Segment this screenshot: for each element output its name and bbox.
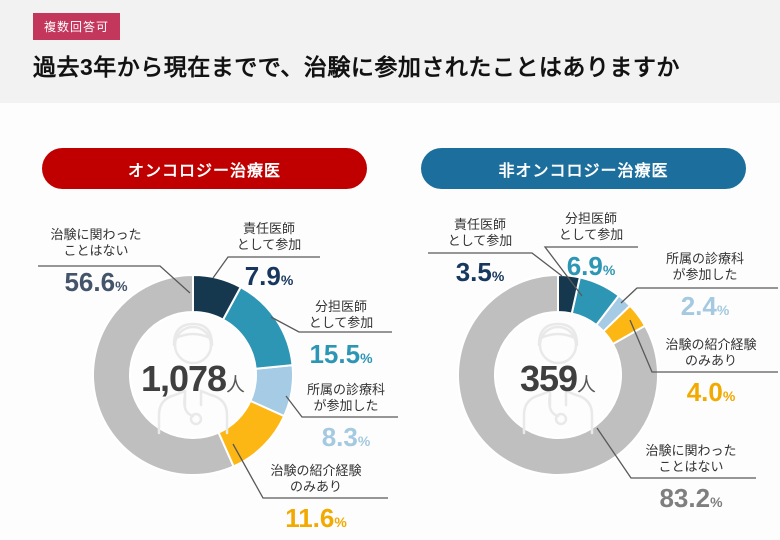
donut-segment <box>601 304 647 346</box>
segment-percentage: 7.9% <box>244 261 294 291</box>
segment-label-text: 治験の紹介経験 のみあり <box>270 463 362 494</box>
segment-percentage: 4.0% <box>686 377 736 407</box>
segment-label-sub-investigator: 分担医師 として参加 15.5% <box>287 299 395 371</box>
segment-label-text: 分担医師 として参加 <box>308 299 374 330</box>
segment-percentage: 8.3% <box>321 422 371 452</box>
segment-percentage: 15.5% <box>309 339 373 369</box>
segment-label-principal-investigator: 責任医師 として参加 3.5% <box>426 217 534 289</box>
segment-label-sub-investigator: 分担医師 として参加 6.9% <box>540 211 642 283</box>
doctor-icon <box>157 322 229 435</box>
segment-label-text: 治験の紹介経験 のみあり <box>665 337 757 368</box>
segment-percentage: 83.2% <box>659 483 723 513</box>
segment-label-text: 所属の診療科 が参加した <box>665 251 744 282</box>
segment-percentage: 56.6% <box>64 267 128 297</box>
total-unit: 人 <box>226 375 246 396</box>
donut-segment <box>249 364 294 418</box>
doctor-icon <box>522 322 594 435</box>
header-band <box>0 0 780 103</box>
segment-label-text: 責任医師 として参加 <box>447 217 513 248</box>
total-value: 1,078 <box>140 358 227 399</box>
segment-label-no-involvement: 治験に関わった ことはない 56.6% <box>28 227 164 299</box>
multiple-answers-badge: 複数回答可 <box>33 13 121 40</box>
total-value: 359 <box>519 358 578 399</box>
group-header-non-oncology: 非オンコロジー治療医 <box>421 148 746 189</box>
segment-label-text: 治験に関わった ことはない <box>50 227 142 258</box>
segment-percentage: 3.5% <box>455 257 505 287</box>
segment-percentage: 6.9% <box>566 251 616 281</box>
segment-label-text: 分担医師 として参加 <box>558 211 624 242</box>
segment-label-text: 治験に関わった ことはない <box>645 443 737 474</box>
question-title: 過去3年から現在までで、治験に参加されたことはありますか <box>33 54 680 80</box>
segment-label-department-participated: 所属の診療科 が参加した 2.4% <box>634 251 776 323</box>
donut-segment <box>192 273 243 321</box>
segment-label-department-participated: 所属の診療科 が参加した 8.3% <box>290 382 402 454</box>
segment-label-referral-only: 治験の紹介経験 のみあり 11.6% <box>250 463 382 535</box>
segment-percentage: 2.4% <box>680 291 730 321</box>
segment-label-no-involvement: 治験に関わった ことはない 83.2% <box>626 443 756 515</box>
total-unit: 人 <box>577 375 597 396</box>
segment-label-text: 所属の診療科 が参加した <box>306 382 385 413</box>
segment-label-referral-only: 治験の紹介経験 のみあり 4.0% <box>646 337 776 409</box>
group-header-oncology: オンコロジー治療医 <box>42 148 367 189</box>
total-respondents-oncology: 1,078人 <box>93 358 293 400</box>
donut-segment <box>221 285 294 370</box>
segment-label-principal-investigator: 責任医師 として参加 7.9% <box>215 221 323 293</box>
segment-percentage: 11.6% <box>285 503 347 533</box>
total-respondents-non-oncology: 359人 <box>458 358 658 400</box>
segment-label-text: 責任医師 として参加 <box>236 221 302 252</box>
